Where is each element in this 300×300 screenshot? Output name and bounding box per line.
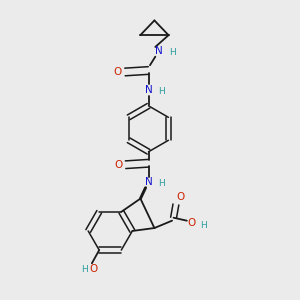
Text: O: O [177,192,185,202]
Text: O: O [114,160,122,170]
Text: N: N [145,85,152,94]
Text: O: O [187,218,195,228]
Text: H: H [200,220,206,230]
Text: H: H [81,265,88,274]
Text: N: N [145,177,152,187]
Text: H: H [158,87,165,96]
Text: N: N [155,46,163,56]
Text: O: O [89,264,98,274]
Text: H: H [158,179,165,188]
Text: O: O [113,67,122,77]
Text: H: H [169,48,176,57]
